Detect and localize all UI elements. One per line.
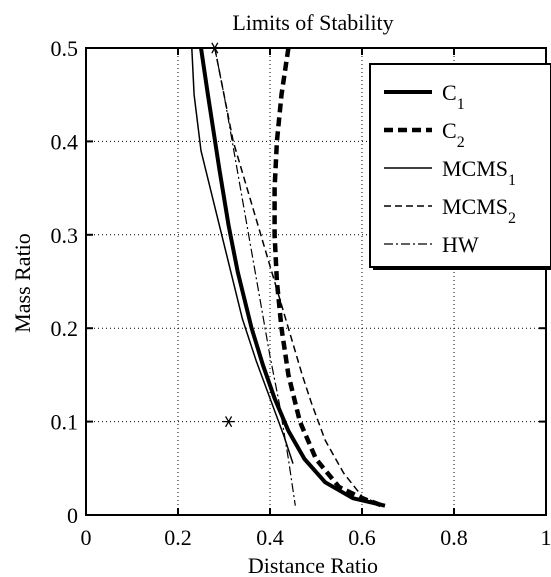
legend-label-4: HW: [442, 232, 479, 257]
y-tick-label: 0.2: [51, 316, 79, 341]
y-axis-title: Mass Ratio: [10, 233, 35, 333]
series-line-3: [214, 47, 384, 507]
series-lines: [191, 47, 386, 508]
plot-frame: [85, 47, 547, 516]
y-tick-label: 0.3: [51, 223, 79, 248]
star-marker-1: [222, 416, 235, 428]
gridlines: [86, 48, 546, 515]
y-tick-label: 0: [67, 503, 78, 528]
x-axis-title: Distance Ratio: [248, 553, 378, 577]
y-tick-label: 0.1: [51, 410, 79, 435]
series-line-2: [191, 47, 294, 464]
y-tick-label: 0.5: [51, 36, 79, 61]
series-line-4: [214, 47, 296, 506]
x-tick-label: 0.2: [164, 525, 192, 550]
x-tick-label: 1: [541, 525, 551, 550]
chart-title: Limits of Stability: [232, 10, 393, 35]
x-tick-label: 0: [81, 525, 92, 550]
axis-ticks: 0 0.2 0.4 0.6 0.8 1 0 0.1 0.2 0.3 0.4 0.5: [51, 36, 551, 550]
y-tick-label: 0.4: [51, 129, 79, 154]
x-tick-label: 0.8: [440, 525, 468, 550]
x-tick-label: 0.4: [256, 525, 284, 550]
x-tick-label: 0.6: [348, 525, 376, 550]
series-line-0: [199, 47, 386, 508]
legend-box: [369, 63, 551, 268]
series-line-1: [272, 47, 384, 508]
